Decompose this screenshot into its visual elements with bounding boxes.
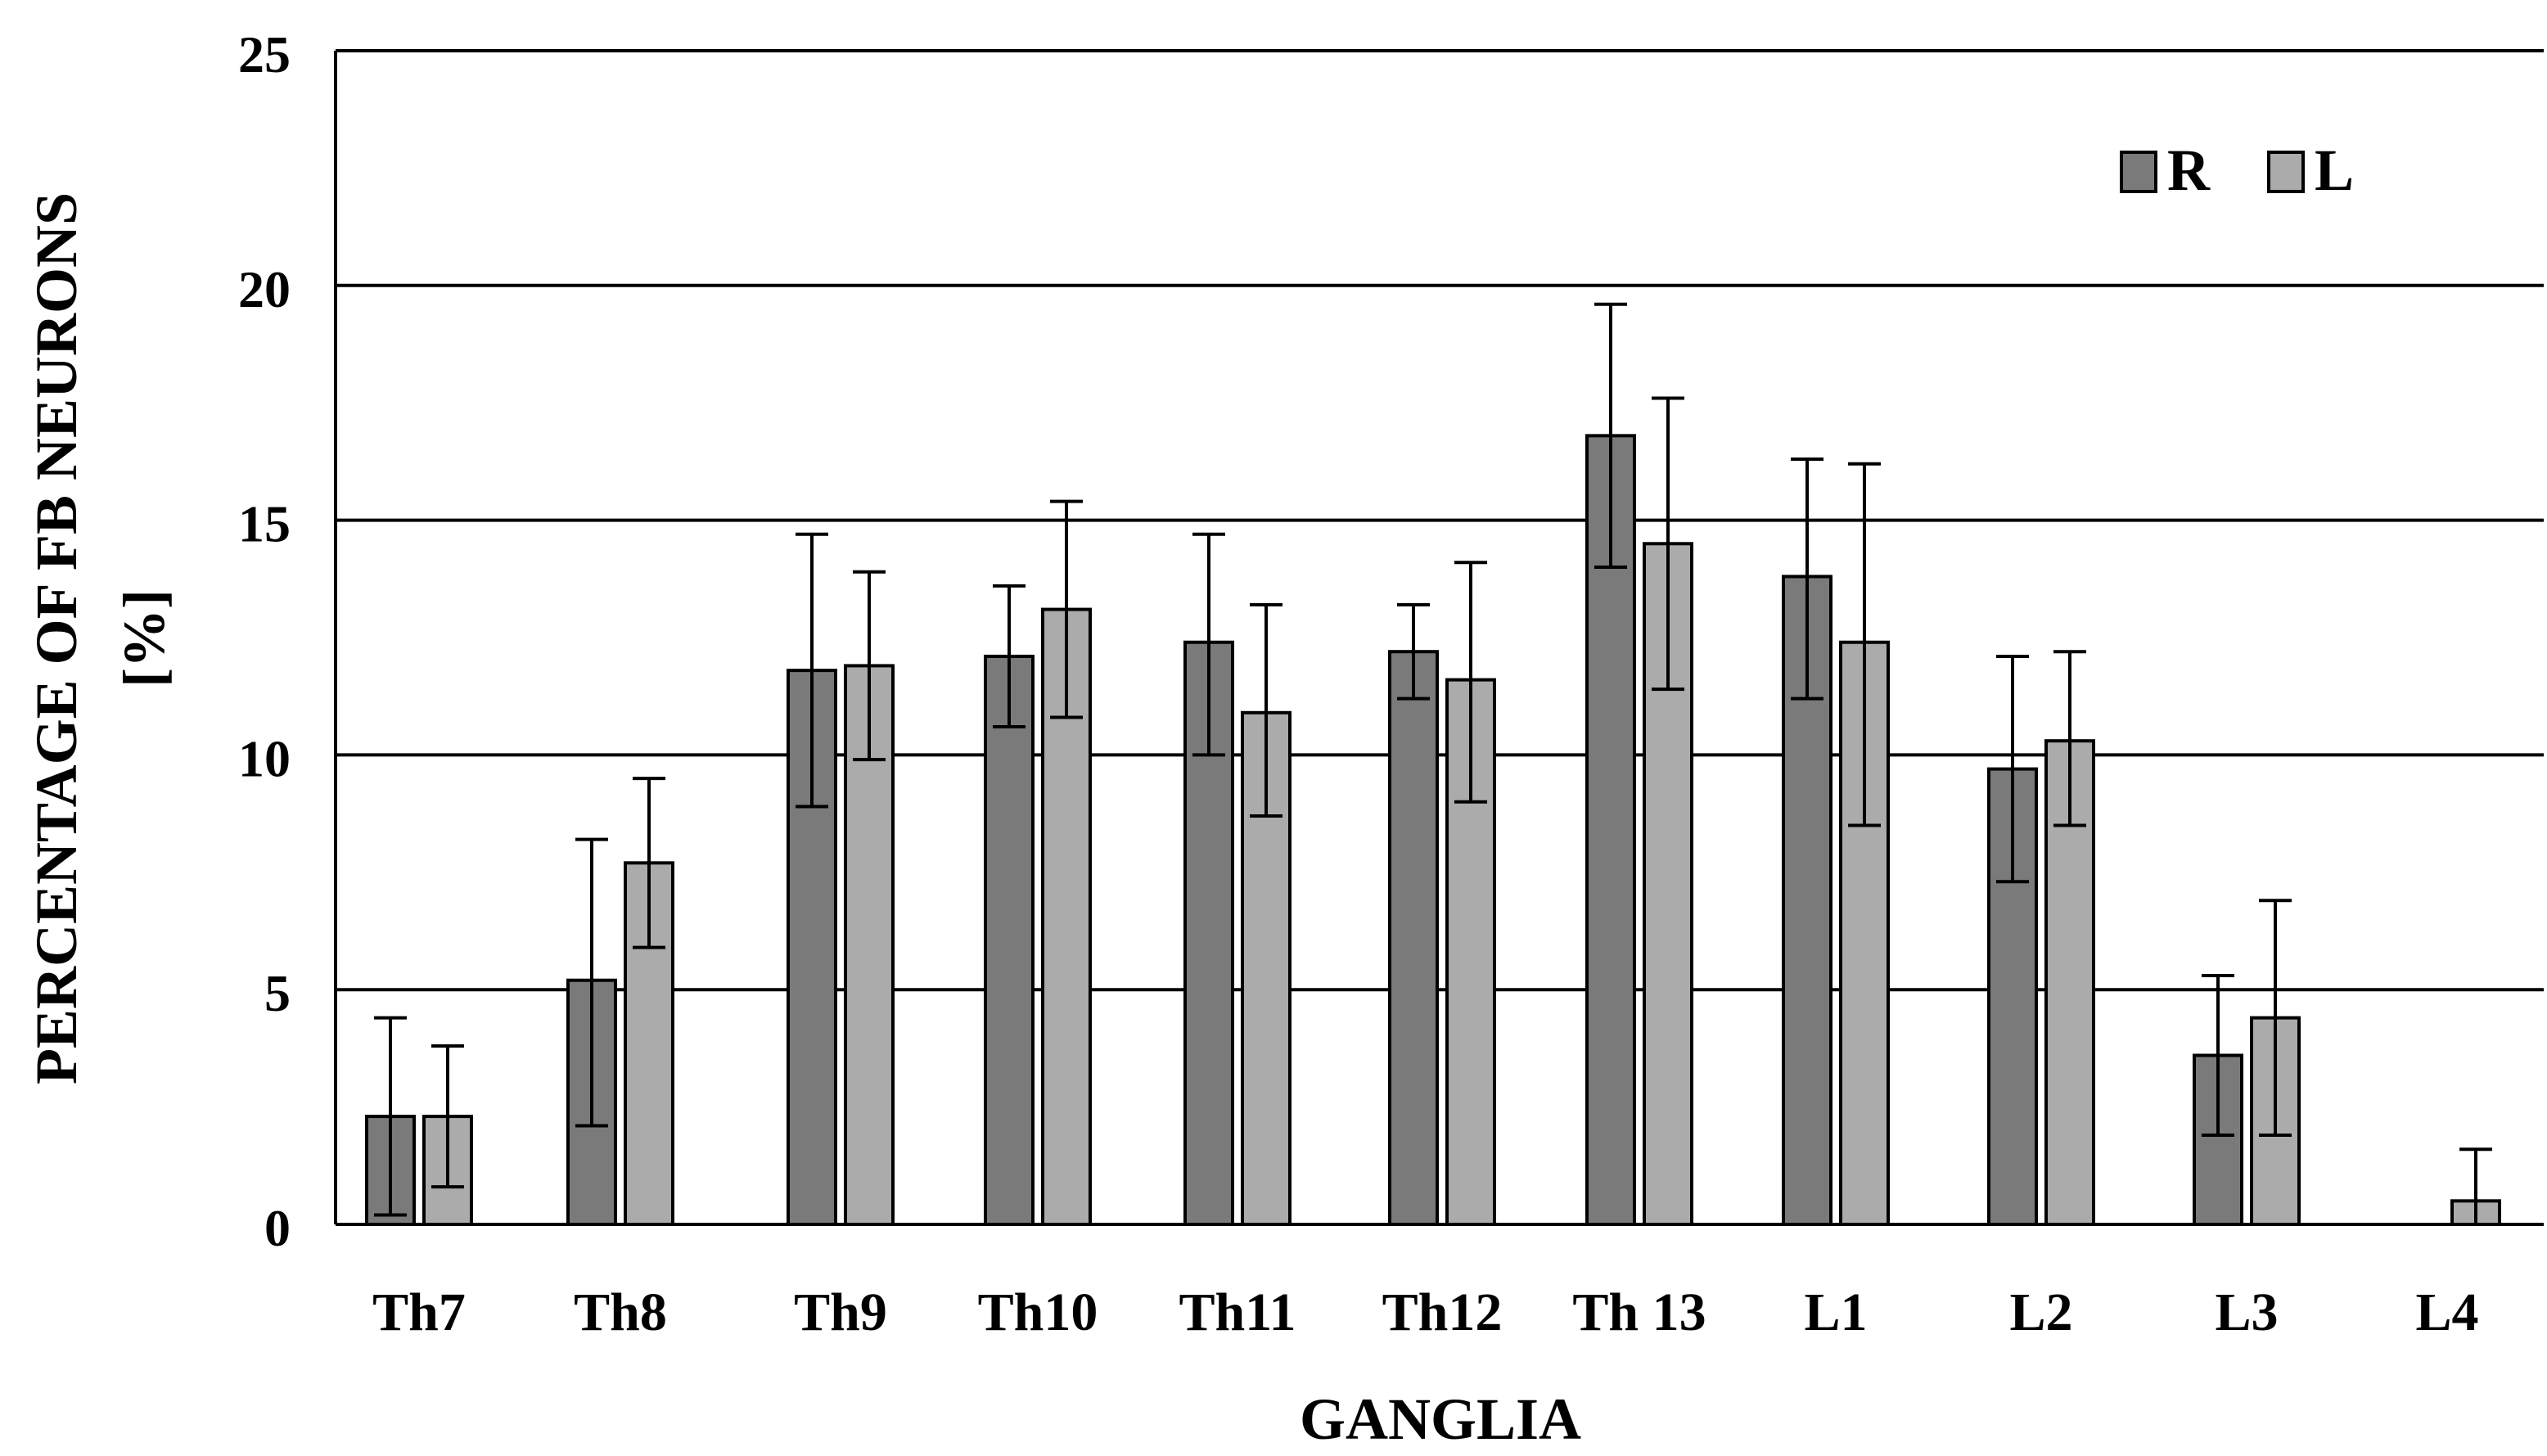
x-tick-label: Th8 [574, 1282, 667, 1342]
bar-R-Th12 [1388, 650, 1439, 1226]
error-bars [374, 302, 2492, 1226]
labels: 0 5 10 15 20 25 Th7 Th8 Th9 Th10 Th11 Th12 Th 13 L1 L2… [24, 25, 2479, 1452]
x-tick-label: Th10 [978, 1282, 1098, 1342]
y-tick-label: 0 [264, 1199, 291, 1257]
y-tick-label: 15 [238, 495, 291, 553]
x-tick-label: L2 [2009, 1282, 2072, 1342]
x-tick-label: L4 [2415, 1282, 2478, 1342]
bars [365, 434, 2501, 1227]
x-axis-title: GANGLIA [1300, 1386, 1581, 1452]
y-tick-label: 5 [264, 964, 291, 1022]
y-tick-label: 10 [238, 729, 291, 787]
x-tick-label: Th12 [1382, 1282, 1503, 1342]
legend-label-L: L [2315, 137, 2354, 203]
y-axis-title: PERCENTAGE OF FB NEURONS [24, 192, 89, 1084]
x-tick-label: Th 13 [1572, 1282, 1706, 1342]
bar-R-Th10 [984, 654, 1035, 1226]
x-tick-label: Th9 [794, 1282, 887, 1342]
x-tick-label: L3 [2215, 1282, 2278, 1342]
x-tick-label: Th7 [372, 1282, 466, 1342]
y-axis-unit: [%] [111, 589, 177, 687]
axes [334, 51, 2544, 1226]
legend-swatch-R [2120, 151, 2157, 193]
x-tick-label: L1 [1804, 1282, 1867, 1342]
y-tick-label: 20 [238, 260, 291, 318]
gridlines [336, 49, 2544, 992]
legend-label-R: R [2167, 137, 2211, 203]
y-tick-label: 25 [238, 25, 291, 83]
x-tick-label: Th11 [1179, 1282, 1296, 1342]
legend-swatch-L [2267, 151, 2305, 193]
